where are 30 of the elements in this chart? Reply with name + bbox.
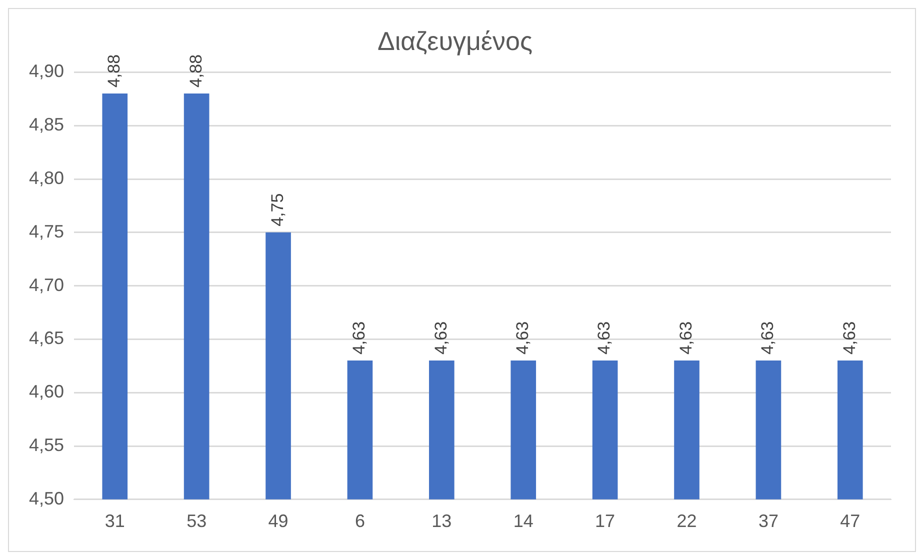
y-tick-label: 4,55 bbox=[28, 434, 64, 455]
data-label: 4,63 bbox=[676, 321, 696, 355]
x-tick-label: 14 bbox=[513, 511, 534, 532]
data-label: 4,63 bbox=[594, 321, 614, 355]
x-tick-label: 53 bbox=[186, 511, 207, 532]
y-tick-label: 4,75 bbox=[28, 221, 64, 242]
y-tick-label: 4,70 bbox=[28, 274, 64, 295]
y-tick-label: 4,60 bbox=[28, 382, 64, 402]
x-tick-label: 22 bbox=[676, 511, 697, 532]
data-label: 4,63 bbox=[350, 321, 369, 355]
data-label: 4,88 bbox=[104, 54, 124, 88]
x-tick-label: 47 bbox=[840, 511, 860, 532]
y-tick-label: 4,90 bbox=[28, 61, 64, 82]
data-label: 4,75 bbox=[268, 193, 287, 226]
x-tick-label: 49 bbox=[268, 511, 288, 532]
y-tick-label: 4,80 bbox=[28, 168, 64, 188]
data-label: 4,63 bbox=[840, 321, 859, 355]
data-label: 4,88 bbox=[186, 54, 206, 88]
x-tick-label: 6 bbox=[354, 511, 365, 532]
x-tick-label: 37 bbox=[758, 511, 778, 532]
y-tick-label: 4,85 bbox=[28, 114, 64, 135]
x-tick-label: 13 bbox=[432, 511, 452, 532]
y-tick-label: 4,65 bbox=[28, 328, 64, 348]
x-tick-label: 17 bbox=[595, 511, 616, 532]
x-tick-label: 31 bbox=[104, 511, 125, 532]
data-label: 4,63 bbox=[513, 321, 532, 355]
y-tick-label: 4,50 bbox=[28, 488, 64, 508]
data-label: 4,63 bbox=[758, 321, 778, 355]
chart-title: Διαζευγμένος bbox=[377, 26, 533, 56]
data-label: 4,63 bbox=[431, 321, 450, 355]
